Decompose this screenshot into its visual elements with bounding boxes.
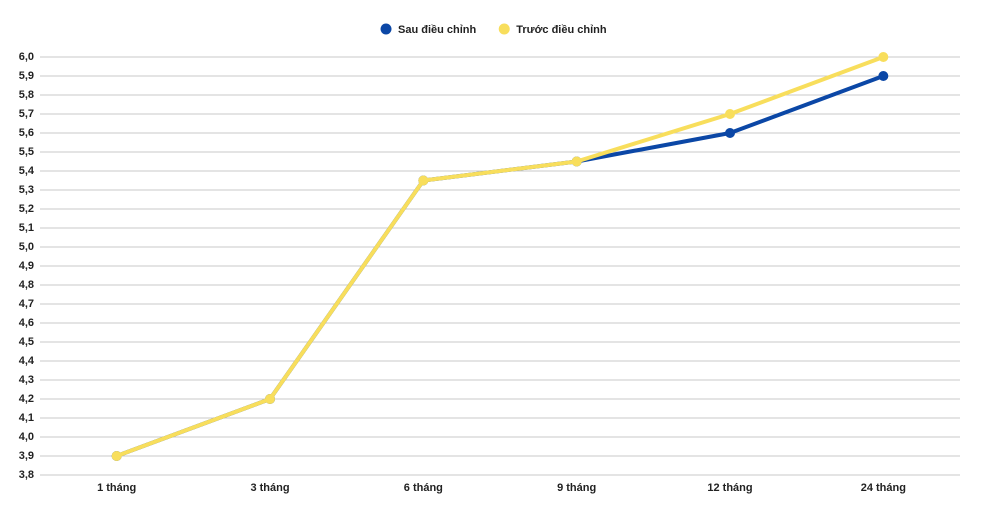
y-tick-label: 5,5 <box>19 146 34 158</box>
y-tick-label: 4,8 <box>19 279 34 291</box>
y-tick-label: 3,8 <box>19 469 34 481</box>
y-tick-label: 5,7 <box>19 108 34 120</box>
y-tick-label: 5,8 <box>19 89 34 101</box>
y-tick-label: 4,7 <box>19 298 34 310</box>
y-tick-label: 4,1 <box>19 412 34 424</box>
y-tick-label: 5,0 <box>19 241 34 253</box>
x-tick-label: 6 tháng <box>404 482 443 494</box>
y-tick-label: 5,2 <box>19 203 34 215</box>
y-tick-label: 5,6 <box>19 127 34 139</box>
data-point <box>725 128 735 138</box>
x-tick-label: 1 tháng <box>97 482 136 494</box>
y-tick-label: 4,0 <box>19 431 34 443</box>
y-tick-label: 4,4 <box>19 355 35 367</box>
legend-label: Sau điều chỉnh <box>398 24 477 36</box>
y-tick-label: 5,3 <box>19 184 34 196</box>
data-point <box>265 394 275 404</box>
y-tick-label: 5,9 <box>19 70 34 82</box>
series-line <box>115 55 885 458</box>
data-point <box>418 175 429 186</box>
y-tick-label: 6,0 <box>19 51 34 63</box>
y-tick-label: 4,9 <box>19 260 34 272</box>
x-tick-label: 24 tháng <box>861 482 906 494</box>
y-tick-label: 4,3 <box>19 374 34 386</box>
y-tick-label: 4,6 <box>19 317 34 329</box>
legend-label: Trước điều chỉnh <box>516 24 607 36</box>
legend-marker <box>498 23 510 35</box>
x-tick-label: 9 tháng <box>557 482 596 494</box>
y-tick-label: 4,5 <box>19 336 34 348</box>
data-point <box>725 109 735 119</box>
y-tick-label: 5,1 <box>19 222 34 234</box>
y-tick-label: 4,2 <box>19 393 34 405</box>
x-tick-label: 12 tháng <box>707 482 752 494</box>
data-point <box>878 71 889 81</box>
data-point <box>571 156 582 167</box>
legend-marker <box>380 23 392 35</box>
y-tick-label: 3,9 <box>19 450 34 462</box>
data-point <box>878 52 889 62</box>
data-point <box>111 451 122 461</box>
y-tick-label: 5,4 <box>19 165 35 177</box>
x-tick-label: 3 tháng <box>250 482 289 494</box>
